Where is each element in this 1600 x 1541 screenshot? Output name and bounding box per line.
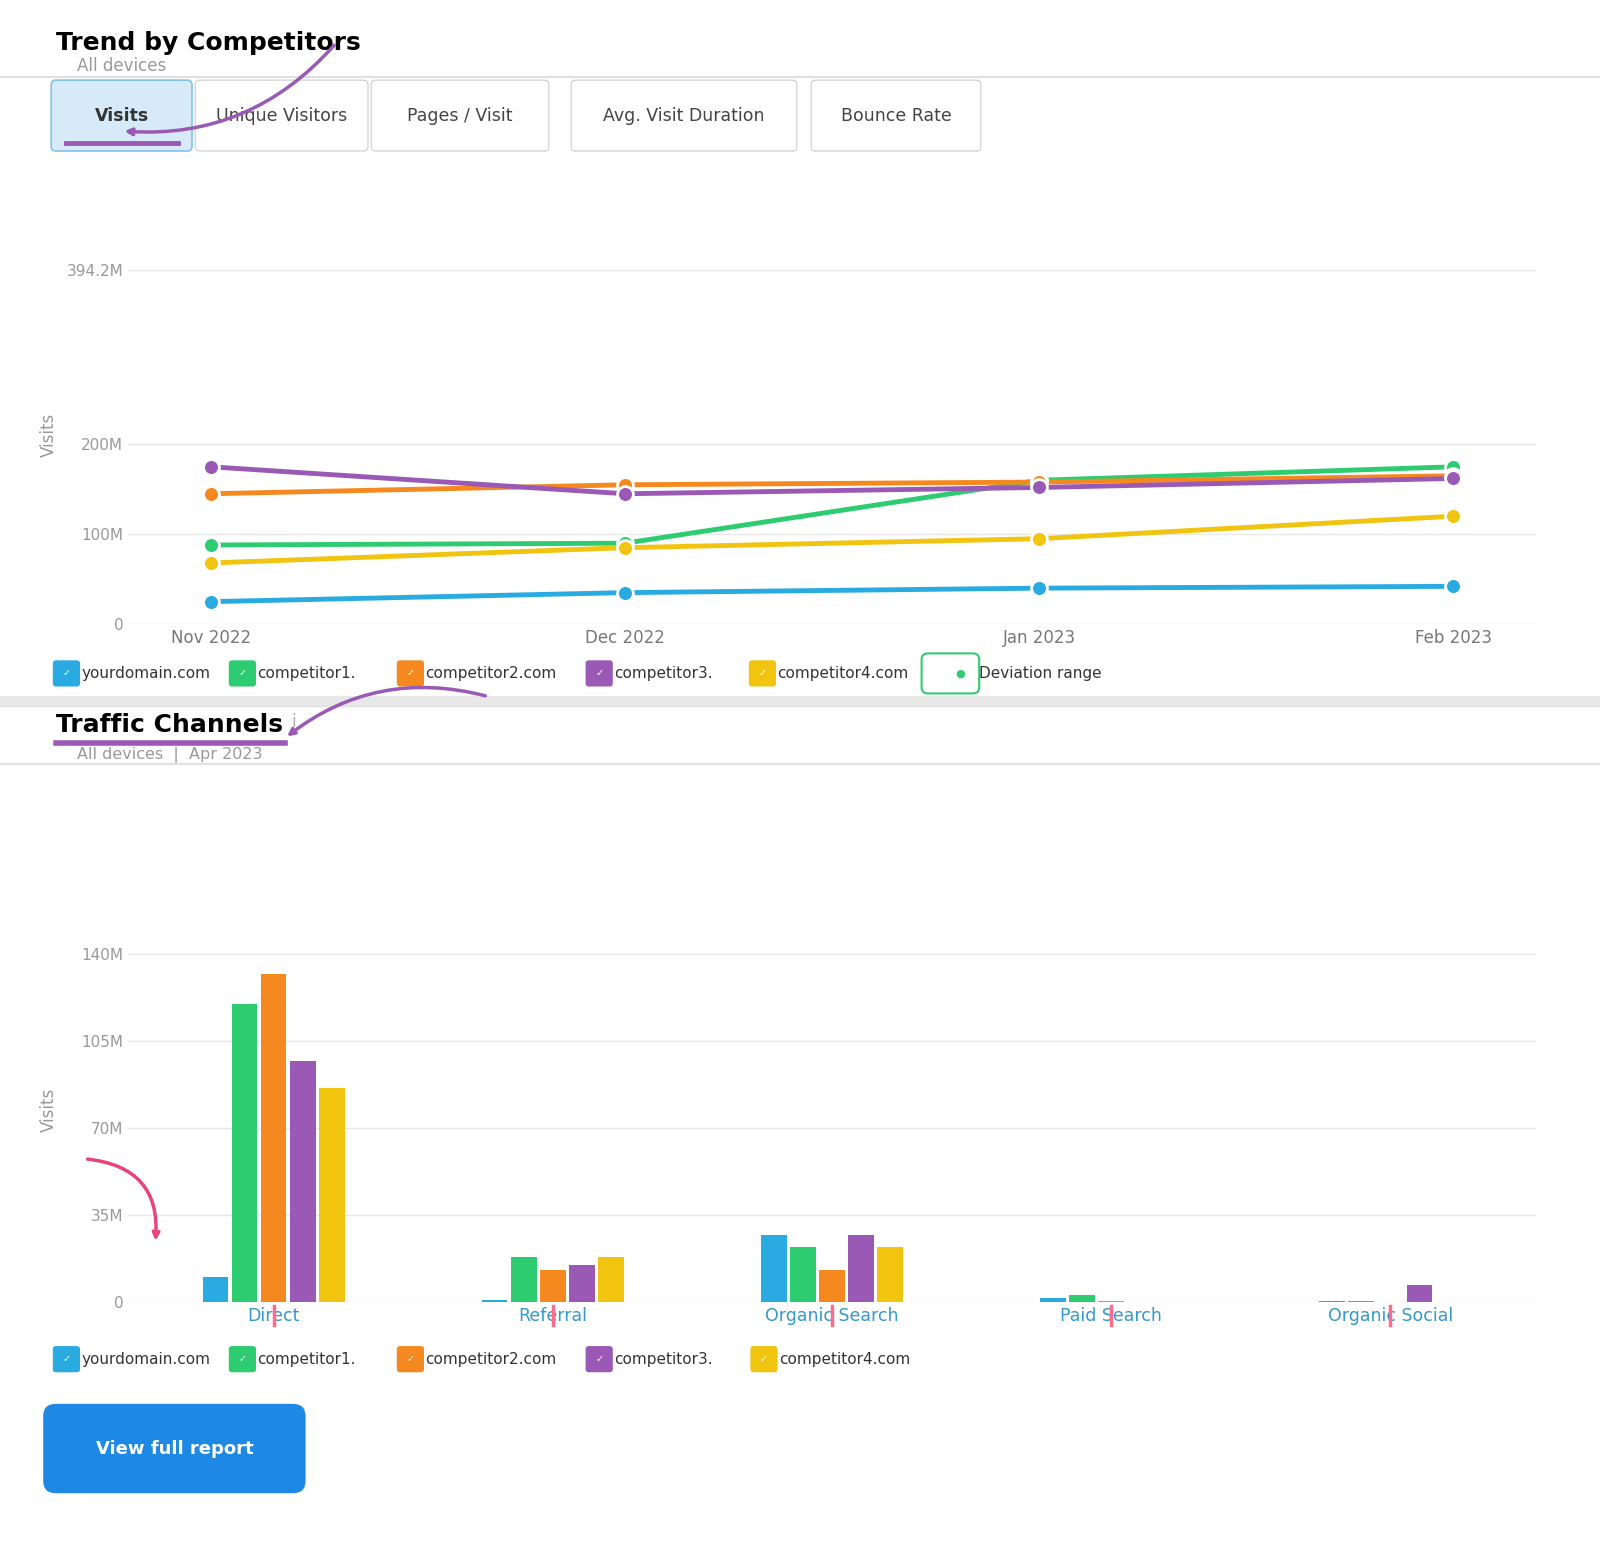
Text: ✓: ✓ <box>758 669 766 678</box>
Text: competitor2.com: competitor2.com <box>426 1351 557 1367</box>
Bar <box>762 1234 787 1302</box>
Bar <box>1406 1285 1432 1302</box>
Text: yourdomain.com: yourdomain.com <box>82 666 211 681</box>
Bar <box>318 1088 344 1302</box>
Text: ✓: ✓ <box>595 669 603 678</box>
Text: yourdomain.com: yourdomain.com <box>82 1351 211 1367</box>
Text: Trend by Competitors: Trend by Competitors <box>56 31 360 55</box>
Text: ✓: ✓ <box>62 1355 70 1364</box>
Point <box>613 581 638 606</box>
Y-axis label: Visits: Visits <box>40 1088 58 1131</box>
Text: ✓: ✓ <box>760 1355 768 1364</box>
Point <box>1026 576 1051 601</box>
Text: Visits: Visits <box>94 106 149 125</box>
Text: All devices: All devices <box>77 57 166 76</box>
Bar <box>848 1234 874 1302</box>
Text: competitor4.com: competitor4.com <box>779 1351 910 1367</box>
Point <box>1026 475 1051 499</box>
Point <box>1026 468 1051 493</box>
Bar <box>819 1270 845 1302</box>
Point <box>1026 470 1051 495</box>
Text: View full report: View full report <box>96 1439 253 1458</box>
Bar <box>877 1248 902 1302</box>
Text: Bounce Rate: Bounce Rate <box>840 106 952 125</box>
Point <box>198 533 224 558</box>
Bar <box>482 1299 507 1302</box>
Text: All devices  |  Apr 2023: All devices | Apr 2023 <box>77 747 262 763</box>
Text: competitor2.com: competitor2.com <box>426 666 557 681</box>
Point <box>1026 527 1051 552</box>
Bar <box>1069 1294 1094 1302</box>
Point <box>1440 504 1466 529</box>
Bar <box>1040 1299 1066 1302</box>
Y-axis label: Visits: Visits <box>40 413 58 458</box>
Point <box>613 473 638 498</box>
Point <box>613 535 638 559</box>
Text: ✓: ✓ <box>406 669 414 678</box>
Text: competitor1.: competitor1. <box>258 1351 357 1367</box>
Text: ✓: ✓ <box>238 669 246 678</box>
Text: ✓: ✓ <box>595 1355 603 1364</box>
Text: Unique Visitors: Unique Visitors <box>216 106 347 125</box>
Text: ✓: ✓ <box>238 1355 246 1364</box>
Point <box>198 550 224 575</box>
Text: competitor3.: competitor3. <box>614 1351 714 1367</box>
Text: |: | <box>755 664 762 683</box>
Bar <box>510 1257 536 1302</box>
Text: competitor4.com: competitor4.com <box>778 666 909 681</box>
Text: Pages / Visit: Pages / Visit <box>408 106 512 125</box>
Text: ✓: ✓ <box>406 1355 414 1364</box>
Bar <box>290 1062 315 1302</box>
Text: ✓: ✓ <box>62 669 70 678</box>
Text: Deviation range: Deviation range <box>979 666 1102 681</box>
Point <box>198 589 224 613</box>
Point <box>1440 464 1466 488</box>
Bar <box>570 1265 595 1302</box>
Text: competitor1.: competitor1. <box>258 666 357 681</box>
Point <box>198 481 224 505</box>
Point <box>1440 575 1466 599</box>
Point <box>613 481 638 505</box>
Bar <box>261 974 286 1302</box>
Text: Avg. Visit Duration: Avg. Visit Duration <box>603 106 765 125</box>
Bar <box>790 1248 816 1302</box>
Point <box>613 530 638 556</box>
Point <box>1440 465 1466 490</box>
Text: Traffic Channels: Traffic Channels <box>56 713 283 738</box>
Text: ●: ● <box>955 669 965 678</box>
Text: i: i <box>291 713 296 732</box>
Text: competitor3.: competitor3. <box>614 666 714 681</box>
Bar <box>598 1257 624 1302</box>
Bar <box>203 1277 229 1302</box>
Bar <box>232 1003 258 1302</box>
Point <box>1440 455 1466 479</box>
Point <box>198 455 224 479</box>
Bar <box>541 1270 566 1302</box>
